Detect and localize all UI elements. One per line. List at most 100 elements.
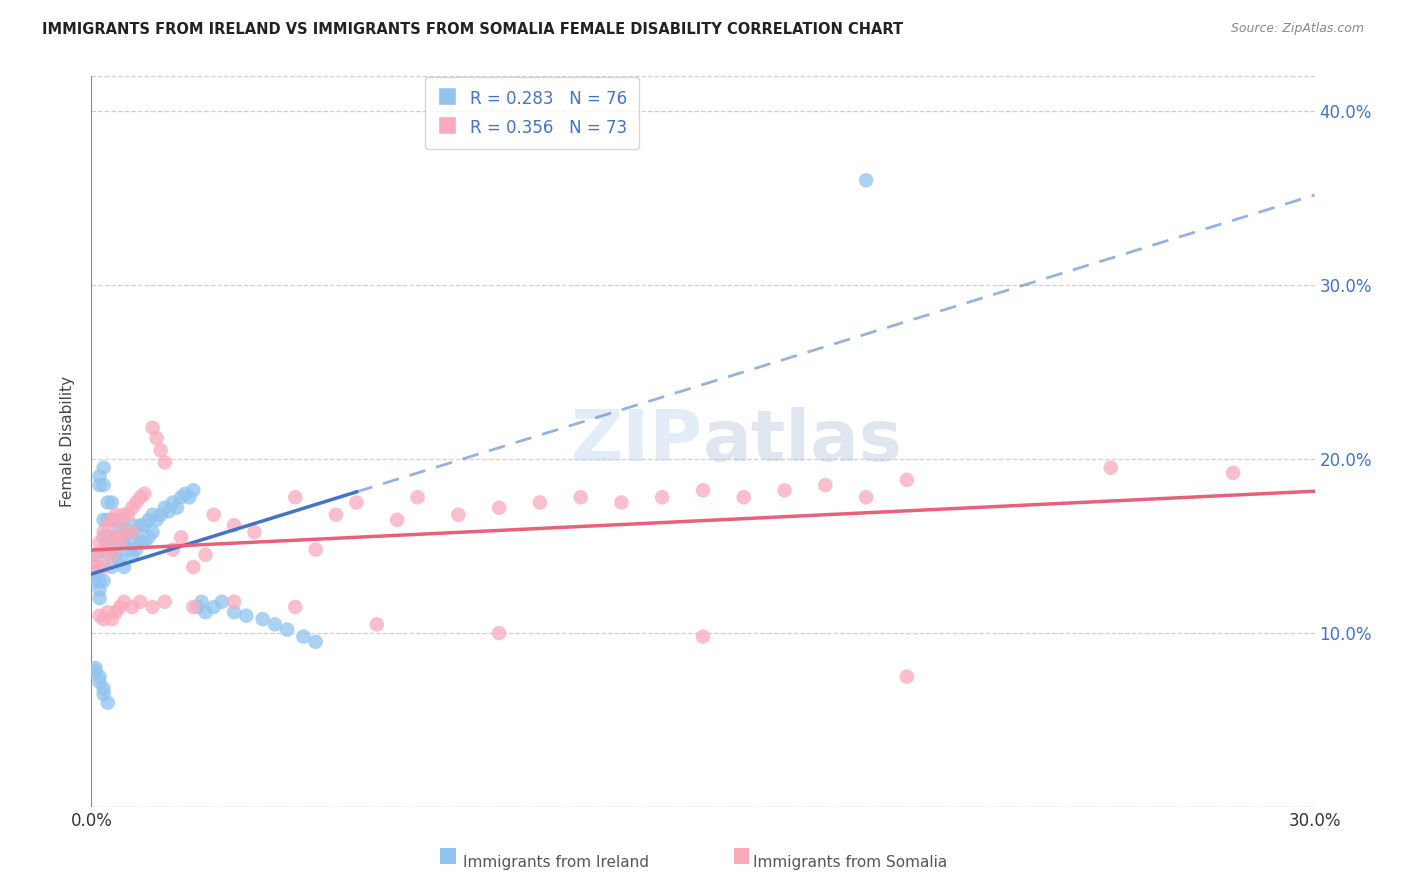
Point <box>166 500 188 515</box>
Bar <box>440 848 456 864</box>
Point <box>84 548 107 562</box>
Point <box>89 535 111 549</box>
Text: Source: ZipAtlas.com: Source: ZipAtlas.com <box>1230 22 1364 36</box>
Point <box>108 513 131 527</box>
Point <box>93 525 115 540</box>
Point <box>121 530 143 544</box>
Point <box>141 508 163 522</box>
Point <box>117 508 139 522</box>
Point <box>101 612 124 626</box>
Point <box>183 560 205 574</box>
Point <box>157 504 180 518</box>
Point <box>488 626 510 640</box>
Point <box>84 574 107 588</box>
Point <box>93 612 115 626</box>
Point <box>292 630 315 644</box>
Point <box>243 525 266 540</box>
Point <box>104 508 127 522</box>
Point <box>179 490 201 504</box>
Point <box>93 687 115 701</box>
Point <box>97 696 120 710</box>
Point <box>89 582 111 597</box>
Point <box>406 490 429 504</box>
Point <box>93 513 115 527</box>
Point <box>101 513 124 527</box>
Text: IMMIGRANTS FROM IRELAND VS IMMIGRANTS FROM SOMALIA FEMALE DISABILITY CORRELATION: IMMIGRANTS FROM IRELAND VS IMMIGRANTS FR… <box>42 22 903 37</box>
Point <box>134 535 156 549</box>
Point <box>145 431 167 445</box>
Point <box>1222 466 1244 480</box>
Point <box>346 495 368 509</box>
Point <box>97 518 120 533</box>
Point <box>121 599 143 614</box>
Point <box>1099 460 1122 475</box>
Point <box>89 670 111 684</box>
Point <box>97 513 120 527</box>
Point <box>222 595 246 609</box>
Point <box>121 525 143 540</box>
Point <box>170 530 193 544</box>
Point <box>194 605 217 619</box>
Point <box>84 565 107 579</box>
Point <box>121 548 143 562</box>
Point <box>385 513 409 527</box>
Point <box>97 495 120 509</box>
Point <box>183 483 205 498</box>
Point <box>104 530 127 544</box>
Point <box>186 599 208 614</box>
Point <box>89 478 111 492</box>
Point <box>162 495 184 509</box>
Point <box>149 508 172 522</box>
Point <box>112 525 135 540</box>
Point <box>104 530 127 544</box>
Point <box>97 542 120 557</box>
Point <box>93 542 115 557</box>
Point <box>89 591 111 606</box>
Point <box>569 490 592 504</box>
Point <box>101 548 124 562</box>
Point <box>129 535 152 549</box>
Point <box>773 483 796 498</box>
Point <box>104 605 127 619</box>
Point <box>101 542 124 557</box>
Text: ZIP: ZIP <box>571 407 703 476</box>
Point <box>194 548 217 562</box>
Point <box>153 595 176 609</box>
Point <box>284 599 307 614</box>
Point <box>138 513 160 527</box>
Point <box>855 490 877 504</box>
Point <box>896 670 918 684</box>
Point <box>89 560 111 574</box>
Point <box>141 525 163 540</box>
Point <box>145 513 167 527</box>
Point <box>112 535 135 549</box>
Point <box>141 599 163 614</box>
Point <box>101 530 124 544</box>
Point <box>733 490 755 504</box>
Point <box>138 530 160 544</box>
Point <box>366 617 388 632</box>
Point <box>93 560 115 574</box>
Point <box>651 490 673 504</box>
Point <box>117 542 139 557</box>
Point <box>97 605 120 619</box>
Point <box>125 542 148 557</box>
Point <box>162 542 184 557</box>
Point <box>141 420 163 434</box>
Point <box>129 518 152 533</box>
Point <box>488 500 510 515</box>
Point <box>692 483 714 498</box>
Point <box>101 530 124 544</box>
Point <box>276 623 298 637</box>
Point <box>211 595 233 609</box>
Point <box>93 574 115 588</box>
Point <box>89 608 111 623</box>
Point <box>325 508 347 522</box>
Point <box>183 599 205 614</box>
Point <box>101 513 124 527</box>
Point <box>190 595 212 609</box>
Point <box>252 612 274 626</box>
Legend: R = 0.283   N = 76, R = 0.356   N = 73: R = 0.283 N = 76, R = 0.356 N = 73 <box>425 77 638 149</box>
Point <box>121 500 143 515</box>
Point <box>112 595 135 609</box>
